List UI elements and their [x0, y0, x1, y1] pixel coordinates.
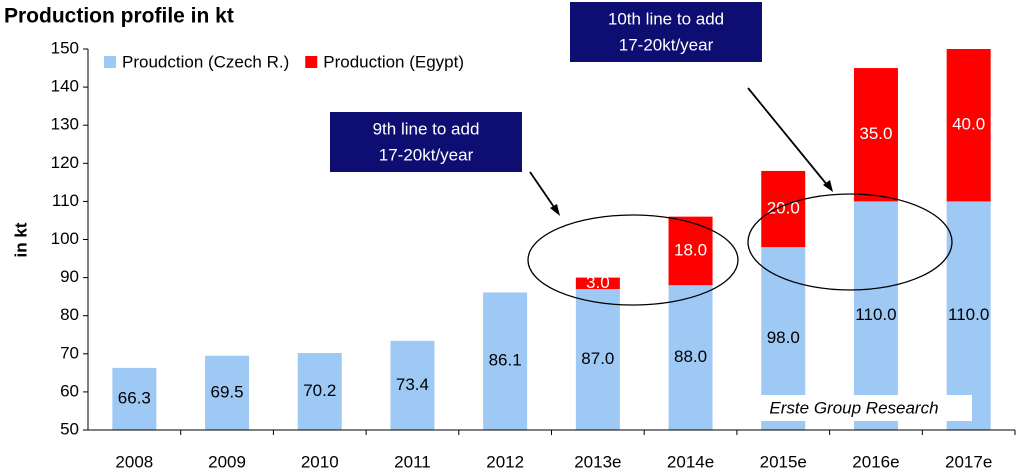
source-box — [736, 395, 972, 421]
y-axis-label: in kt — [11, 222, 30, 257]
bar — [946, 201, 991, 430]
data-label: 35.0 — [859, 124, 892, 143]
x-tick-label: 2013e — [574, 452, 621, 471]
bar — [483, 292, 528, 430]
bar — [575, 289, 620, 430]
bar — [853, 68, 898, 202]
arrow — [747, 87, 829, 187]
source: Erste Group Research — [769, 398, 938, 417]
bar — [761, 170, 806, 248]
data-label: 86.1 — [489, 351, 522, 370]
y-tick-label: 80 — [60, 305, 79, 324]
y-tick-label: 140 — [51, 77, 79, 96]
data-label: 87.0 — [581, 349, 614, 368]
x-tick-label: 2011 — [394, 452, 431, 471]
data-label: 110.0 — [948, 305, 989, 324]
y-tick-label: 120 — [51, 153, 79, 172]
y-tick-label: 150 — [51, 38, 79, 57]
data-label: 110.0 — [855, 305, 896, 324]
x-tick-label: 2017e — [945, 452, 992, 471]
legend-label: Proudction (Czech R.) — [122, 52, 289, 71]
arrow-head — [550, 204, 560, 216]
annotation-text: 9th line to add — [373, 119, 480, 138]
annotation-text: 17-20kt/year — [619, 35, 714, 54]
bar — [946, 49, 991, 202]
data-label: 69.5 — [211, 382, 244, 401]
x-tick-label: 2015e — [760, 452, 807, 471]
x-tick-label: 2016e — [852, 452, 899, 471]
data-label: 88.0 — [674, 347, 707, 366]
data-label: 40.0 — [952, 115, 985, 134]
y-tick-label: 90 — [60, 267, 79, 286]
arrow — [529, 171, 557, 211]
data-label: 18.0 — [674, 240, 707, 259]
legend-label: Production (Egypt) — [323, 52, 464, 71]
x-tick-label: 2009 — [208, 452, 246, 471]
annotation-text: 17-20kt/year — [379, 145, 474, 164]
x-tick-label: 2010 — [301, 452, 339, 471]
data-label: 3.0 — [586, 273, 610, 292]
data-label: 73.4 — [396, 375, 429, 394]
bar — [205, 355, 250, 430]
x-tick-label: 2008 — [115, 452, 153, 471]
y-tick-label: 130 — [51, 115, 79, 134]
highlight-ellipse — [747, 193, 953, 291]
bar — [853, 201, 898, 430]
plot-area: 50 60 70 80 90 100 110 120 130 140 150 2008 2009 2010… — [51, 38, 1016, 471]
y-tick-label: 70 — [60, 343, 79, 362]
arrow-head — [823, 180, 833, 192]
y-tick-label: 60 — [60, 381, 79, 400]
bar — [668, 216, 713, 286]
data-label: 70.2 — [303, 381, 336, 400]
bar — [575, 277, 620, 290]
chart-title: Production profile in kt — [4, 5, 234, 28]
y-tick-label: 100 — [51, 229, 79, 248]
data-label: 66.3 — [118, 388, 151, 407]
y-tick-label: 50 — [60, 419, 79, 438]
y-tick-label: 110 — [52, 191, 79, 210]
bar — [668, 285, 713, 430]
bar — [390, 340, 435, 430]
bar — [112, 367, 157, 430]
legend-swatch — [104, 56, 116, 68]
highlight-ellipse — [527, 214, 739, 306]
x-tick-label: 2014e — [667, 452, 714, 471]
bar — [297, 353, 342, 430]
annotation-text: 10th line to add — [608, 9, 724, 28]
legend-swatch — [305, 56, 318, 68]
x-tick-label: 2012 — [486, 452, 524, 471]
annotation-box — [570, 2, 762, 62]
data-label: 98.0 — [767, 328, 800, 347]
annotation-box — [330, 112, 522, 172]
